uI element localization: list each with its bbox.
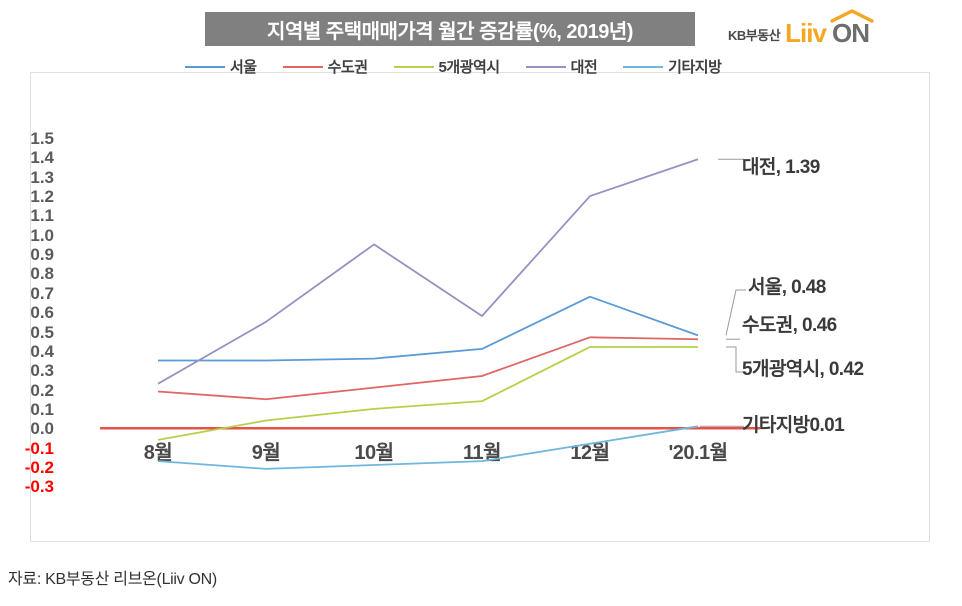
logo-on-text: ON (831, 18, 870, 48)
y-axis-tick: -0.2 (24, 457, 54, 477)
logo-liiv-text: Liiv (785, 18, 827, 48)
legend-label: 기타지방 (668, 59, 722, 76)
y-axis-tick: 0.1 (30, 399, 54, 419)
y-axis-tick: 1.0 (30, 225, 54, 245)
logo-on-wrap: ON (830, 9, 874, 48)
legend-item-3[interactable]: 대전 (525, 56, 598, 77)
legend-label: 5개광역시 (438, 59, 501, 76)
y-axis-tick: 1.5 (30, 129, 54, 148)
y-axis-tick: 0.2 (30, 380, 54, 400)
y-axis-tick: 0.7 (30, 283, 54, 303)
chart-frame (30, 72, 930, 542)
data-label-seoul: 서울, 0.48 (748, 277, 826, 298)
data-label-other: 기타지방0.01 (742, 415, 845, 436)
y-axis-tick: -0.1 (24, 438, 54, 458)
data-label-daejeon: 대전, 1.39 (742, 157, 820, 178)
legend-swatch-icon (525, 65, 566, 68)
y-axis-tick: 0.9 (30, 245, 54, 265)
y-axis-tick: 1.4 (30, 148, 54, 168)
legend-item-0[interactable]: 서울 (185, 56, 257, 77)
legend-label: 서울 (230, 59, 257, 76)
y-axis-tick: 1.1 (30, 206, 54, 226)
x-axis-tick: 8월 (143, 442, 173, 464)
chart-legend: 서울 수도권 5개광역시 대전 기타지방 (185, 56, 722, 77)
data-label-5metro: 5개광역시, 0.42 (742, 359, 864, 380)
legend-swatch-icon (623, 65, 664, 68)
x-axis-tick: 10월 (354, 442, 394, 464)
logo-liiv-wrap: Liiv (785, 18, 827, 48)
kb-liivon-logo: KB부동산 Liiv ON (728, 9, 898, 48)
legend-swatch-icon (185, 65, 225, 68)
chart-title-banner: 지역별 주택매매가격 월간 증감률(%, 2019년) (205, 12, 695, 46)
x-axis-tick: 11월 (462, 442, 502, 464)
y-axis-tick: 1.3 (30, 167, 54, 187)
page-title: 지역별 주택매매가격 월간 증감률(%, 2019년) (267, 20, 633, 43)
house-roof-icon (830, 9, 874, 23)
x-axis-tick: 9월 (251, 442, 281, 464)
legend-swatch-icon (282, 65, 323, 68)
legend-swatch-icon (393, 65, 434, 68)
source-note: 자료: KB부동산 리브온(Liiv ON) (8, 571, 217, 588)
y-axis-tick: 0.3 (30, 361, 54, 381)
y-axis-tick: 0.6 (30, 303, 54, 323)
logo-kb-text: KB부동산 (728, 28, 781, 43)
legend-label: 대전 (570, 59, 598, 76)
legend-item-1[interactable]: 수도권 (282, 56, 368, 77)
legend-label: 수도권 (327, 59, 368, 76)
x-axis-tick: 12월 (570, 442, 610, 464)
legend-item-4[interactable]: 기타지방 (623, 56, 722, 77)
data-label-sudogwon: 수도권, 0.46 (742, 315, 837, 336)
y-axis-tick: 1.2 (30, 187, 54, 207)
y-axis-tick: -0.3 (24, 477, 54, 497)
y-axis-tick: 0.4 (30, 341, 54, 361)
y-axis-tick: 0.5 (30, 322, 54, 342)
legend-item-2[interactable]: 5개광역시 (393, 56, 501, 77)
y-axis-tick: 0.0 (30, 419, 54, 439)
x-axis-tick: '20.1월 (668, 442, 728, 464)
y-axis-tick: 0.8 (30, 264, 54, 284)
